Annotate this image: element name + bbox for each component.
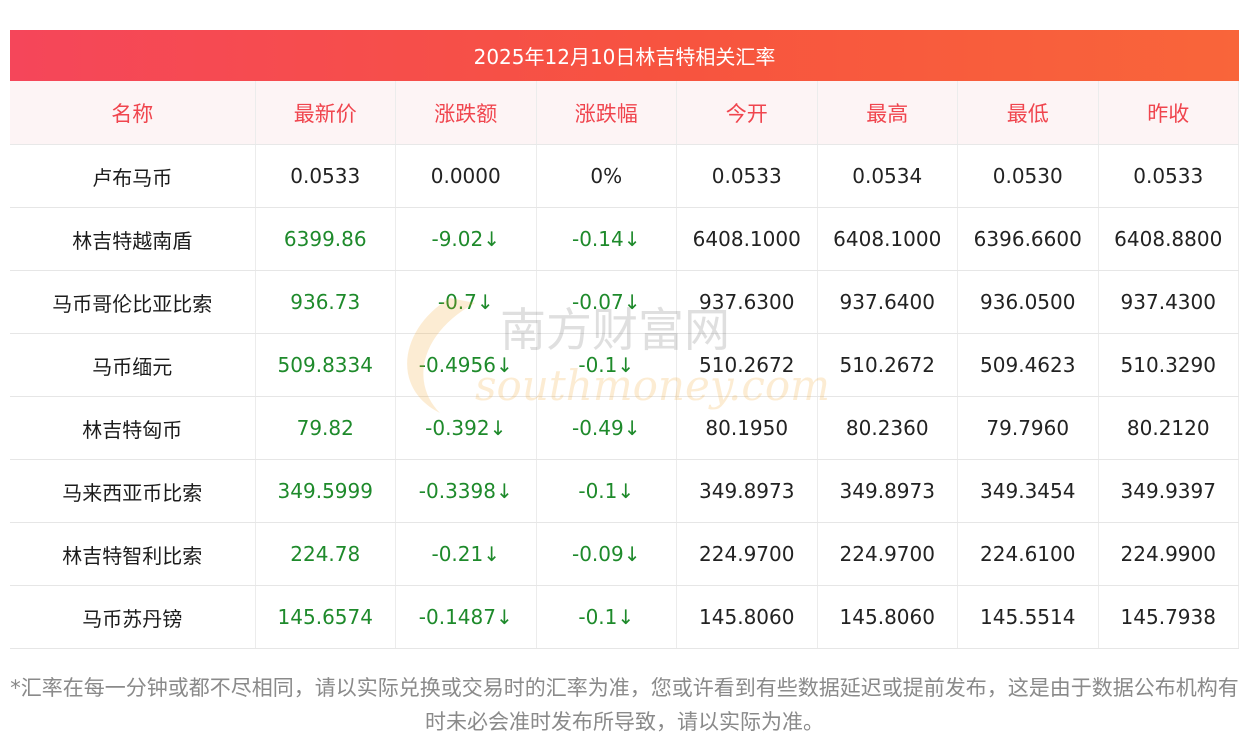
header-latest: 最新价 [255,81,396,145]
table-row: 马币苏丹镑 145.6574 -0.1487↓ -0.1↓ 145.8060 1… [10,585,1239,649]
change-percent: -0.09↓ [536,522,677,586]
table-header-row: 名称 最新价 涨跌额 涨跌幅 今开 最高 最低 昨收 [10,81,1239,145]
prev-close: 80.2120 [1098,396,1239,460]
low-price: 349.3454 [957,459,1099,523]
table-row: 马币哥伦比亚比索 936.73 -0.7↓ -0.07↓ 937.6300 93… [10,270,1239,334]
disclaimer-footnote: *汇率在每一分钟或都不尽相同，请以实际兑换或交易时的汇率为准，您或许看到有些数据… [10,676,1239,734]
open-price: 0.0533 [676,144,818,208]
table-title: 2025年12月10日林吉特相关汇率 [10,30,1239,81]
latest-price: 509.8334 [255,333,396,397]
low-price: 6396.6600 [957,207,1099,271]
change-percent: 0% [536,144,677,208]
change-percent: -0.07↓ [536,270,677,334]
high-price: 6408.1000 [817,207,958,271]
pair-name: 马币哥伦比亚比索 [10,270,256,334]
latest-price: 145.6574 [255,585,396,649]
change-percent: -0.14↓ [536,207,677,271]
prev-close: 224.9900 [1098,522,1239,586]
table-row: 林吉特越南盾 6399.86 -9.02↓ -0.14↓ 6408.1000 6… [10,207,1239,271]
change-amount: -0.392↓ [395,396,537,460]
change-percent: -0.1↓ [536,333,677,397]
table-row: 马币缅元 509.8334 -0.4956↓ -0.1↓ 510.2672 51… [10,333,1239,397]
open-price: 224.9700 [676,522,818,586]
table-row: 林吉特匈币 79.82 -0.392↓ -0.49↓ 80.1950 80.23… [10,396,1239,460]
header-name: 名称 [10,81,256,145]
header-low: 最低 [957,81,1099,145]
open-price: 80.1950 [676,396,818,460]
change-amount: -0.1487↓ [395,585,537,649]
header-change: 涨跌额 [395,81,537,145]
latest-price: 224.78 [255,522,396,586]
latest-price: 936.73 [255,270,396,334]
pair-name: 马币苏丹镑 [10,585,256,649]
change-amount: -0.21↓ [395,522,537,586]
change-amount: 0.0000 [395,144,537,208]
prev-close: 0.0533 [1098,144,1239,208]
prev-close: 6408.8800 [1098,207,1239,271]
open-price: 6408.1000 [676,207,818,271]
open-price: 937.6300 [676,270,818,334]
change-amount: -0.3398↓ [395,459,537,523]
latest-price: 0.0533 [255,144,396,208]
open-price: 510.2672 [676,333,818,397]
low-price: 509.4623 [957,333,1099,397]
table-row: 卢布马币 0.0533 0.0000 0% 0.0533 0.0534 0.05… [10,144,1239,208]
low-price: 145.5514 [957,585,1099,649]
latest-price: 349.5999 [255,459,396,523]
pair-name: 卢布马币 [10,144,256,208]
pair-name: 林吉特匈币 [10,396,256,460]
pair-name: 马来西亚币比索 [10,459,256,523]
latest-price: 6399.86 [255,207,396,271]
low-price: 0.0530 [957,144,1099,208]
change-amount: -0.7↓ [395,270,537,334]
prev-close: 937.4300 [1098,270,1239,334]
prev-close: 349.9397 [1098,459,1239,523]
open-price: 349.8973 [676,459,818,523]
high-price: 937.6400 [817,270,958,334]
open-price: 145.8060 [676,585,818,649]
latest-price: 79.82 [255,396,396,460]
table-row: 马来西亚币比索 349.5999 -0.3398↓ -0.1↓ 349.8973… [10,459,1239,523]
change-percent: -0.1↓ [536,459,677,523]
change-percent: -0.49↓ [536,396,677,460]
pair-name: 林吉特智利比索 [10,522,256,586]
pair-name: 马币缅元 [10,333,256,397]
change-amount: -9.02↓ [395,207,537,271]
prev-close: 145.7938 [1098,585,1239,649]
header-open: 今开 [676,81,818,145]
table-title-text: 2025年12月10日林吉特相关汇率 [473,45,776,69]
high-price: 224.9700 [817,522,958,586]
change-amount: -0.4956↓ [395,333,537,397]
change-percent: -0.1↓ [536,585,677,649]
header-high: 最高 [817,81,958,145]
table-row: 林吉特智利比索 224.78 -0.21↓ -0.09↓ 224.9700 22… [10,522,1239,586]
pair-name: 林吉特越南盾 [10,207,256,271]
high-price: 145.8060 [817,585,958,649]
rates-table: 名称 最新价 涨跌额 涨跌幅 今开 最高 最低 昨收 卢布马币 0.0533 0… [10,81,1239,649]
high-price: 0.0534 [817,144,958,208]
low-price: 224.6100 [957,522,1099,586]
prev-close: 510.3290 [1098,333,1239,397]
high-price: 349.8973 [817,459,958,523]
high-price: 80.2360 [817,396,958,460]
header-change-pct: 涨跌幅 [536,81,677,145]
rates-panel: 2025年12月10日林吉特相关汇率 名称 最新价 涨跌额 涨跌幅 今开 最高 … [10,30,1239,739]
header-prev-close: 昨收 [1098,81,1239,145]
high-price: 510.2672 [817,333,958,397]
low-price: 79.7960 [957,396,1099,460]
low-price: 936.0500 [957,270,1099,334]
